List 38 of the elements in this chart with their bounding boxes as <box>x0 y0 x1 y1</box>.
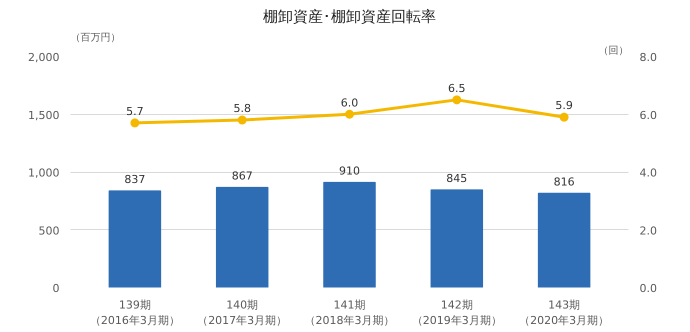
y2-tick-label: 8.0 <box>640 51 657 64</box>
x-tick-label: 141期（2018年3月期） <box>304 298 395 328</box>
y2-axis-title: （回） <box>598 46 628 56</box>
x-tick-label: 140期（2017年3月期） <box>197 298 288 328</box>
x-tick-label: 142期（2019年3月期） <box>412 298 502 328</box>
x-tick-label: 139期（2016年3月期） <box>90 298 180 328</box>
point <box>345 110 354 119</box>
point <box>130 118 140 128</box>
bar <box>108 190 162 288</box>
x-tick-label: 143期（2020年3月期） <box>519 298 610 328</box>
y-tick-label: 1,000 <box>28 166 60 180</box>
chart-title: 棚卸資産･棚卸資産回転率 <box>263 8 436 26</box>
point <box>452 95 462 104</box>
data-label: 5.8 <box>233 102 251 116</box>
bar <box>430 189 484 288</box>
data-label: 5.9 <box>555 99 573 112</box>
bar <box>538 192 590 288</box>
bar <box>216 186 268 288</box>
data-label: 5.7 <box>126 104 144 118</box>
y2-tick-label: 6.0 <box>640 108 657 122</box>
data-label: 816 <box>554 175 575 188</box>
y-tick-label: 2,000 <box>28 51 60 64</box>
y2-tick-label: 4.0 <box>640 166 657 180</box>
point <box>238 116 247 125</box>
y-tick-label: 500 <box>38 224 60 238</box>
data-label: 845 <box>446 172 468 185</box>
data-label: 867 <box>232 169 253 182</box>
data-label: 910 <box>339 164 360 178</box>
bar <box>323 182 376 288</box>
data-label: 6.5 <box>448 82 466 95</box>
y-axis-title: （百万円） <box>70 32 120 44</box>
y2-tick-label: 2.0 <box>640 224 657 238</box>
data-label: 837 <box>124 172 146 186</box>
y2-tick-label: 0.0 <box>640 282 657 295</box>
data-label: 6.0 <box>340 96 358 110</box>
y-tick-label: 1,500 <box>28 108 60 122</box>
y-tick-label: 0 <box>52 282 60 295</box>
point <box>560 112 569 122</box>
